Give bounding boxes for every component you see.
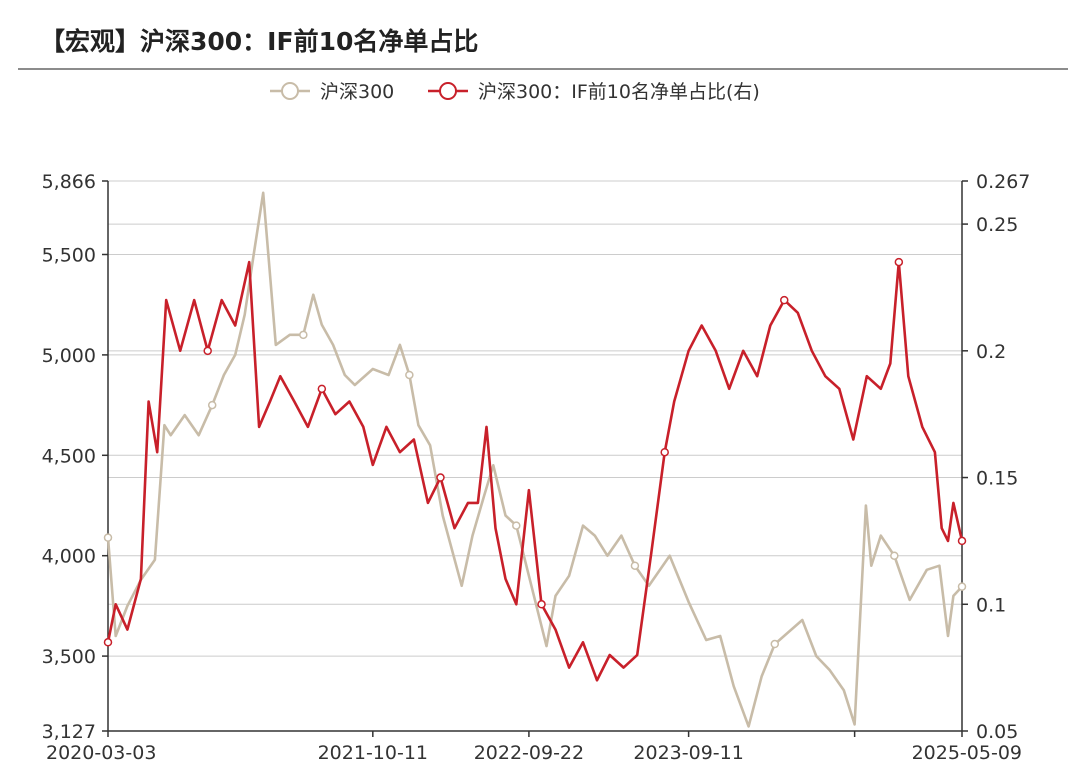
y-left-tick-label: 4,000 <box>42 546 96 568</box>
y-right-tick-label: 0.1 <box>976 594 1006 616</box>
y-right-tick-label: 0.267 <box>976 171 1030 193</box>
gridlines <box>108 180 962 732</box>
x-tick-label: 2025-05-09 <box>912 742 1022 764</box>
x-tick-label: 2023-09-11 <box>633 742 743 764</box>
series-line-1 <box>106 260 964 682</box>
series-point-1 <box>894 257 904 267</box>
series-point-1 <box>780 295 789 305</box>
legend-label-0: 沪深300 <box>320 81 394 103</box>
legend-marker-0 <box>281 82 299 100</box>
y-left-tick-label: 4,500 <box>42 445 96 467</box>
y-left-tick-label: 3,127 <box>42 721 96 743</box>
series-lines <box>103 191 967 728</box>
y-left-tick-label: 5,000 <box>42 345 96 367</box>
series-point-1 <box>436 473 445 482</box>
series-point-0 <box>770 639 780 649</box>
y-right-tick-label: 0.15 <box>976 468 1018 490</box>
x-tick-label: 2022-09-22 <box>474 742 584 764</box>
series-point-1 <box>537 600 546 609</box>
series-point-0 <box>207 400 217 410</box>
series-point-0 <box>405 370 414 380</box>
series-point-1 <box>957 536 967 546</box>
series-point-0 <box>512 521 521 530</box>
series-point-0 <box>890 551 899 560</box>
y-left-tick-label: 5,866 <box>42 171 96 193</box>
y-right-tick-label: 0.25 <box>976 214 1018 236</box>
series-point-0 <box>103 533 113 542</box>
series-point-0 <box>299 330 308 340</box>
y-left-tick-label: 3,500 <box>42 646 96 668</box>
series-point-1 <box>203 346 212 356</box>
series-point-1 <box>317 384 327 394</box>
x-tick-label: 2021-10-11 <box>318 742 428 764</box>
y-left-tick-label: 5,500 <box>42 244 96 266</box>
series-point-0 <box>957 582 967 591</box>
series-point-0 <box>630 561 640 570</box>
y-right-tick-label: 0.05 <box>976 721 1018 743</box>
axes: 3,127 3,500 4,000 4,500 5,000 5,500 5,866 0.05 0… <box>42 171 1031 764</box>
y-right-tick-label: 0.2 <box>976 341 1006 363</box>
legend-label-1: 沪深300：IF前10名净单占比(右) <box>478 81 760 103</box>
series-line-0 <box>106 191 963 728</box>
series-point-1 <box>660 447 669 457</box>
series-point-1 <box>103 638 113 647</box>
legend-marker-1 <box>439 82 457 100</box>
x-tick-label: 2020-03-03 <box>46 742 156 764</box>
legend: 沪深300 沪深300：IF前10名净单占比(右) <box>270 81 760 103</box>
chart-title: 【宏观】沪深300：IF前10名净单占比 <box>40 27 479 56</box>
title-divider <box>18 68 1068 70</box>
